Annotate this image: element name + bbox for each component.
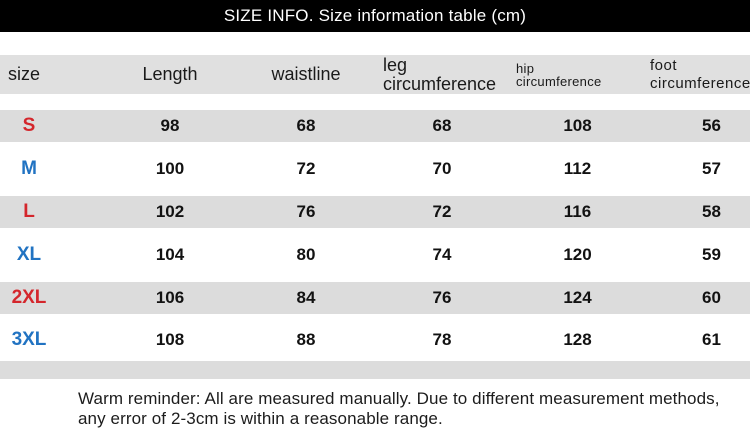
length-value: 106 xyxy=(155,288,185,307)
column-header-leg-circumference: leg circumference xyxy=(374,55,510,94)
size-cell: M xyxy=(0,147,102,190)
length-value: 98 xyxy=(160,116,180,135)
foot-circumference-value: 57 xyxy=(702,158,721,178)
foot-circumference-value: 61 xyxy=(702,330,721,349)
table-row-m: M 100 72 70 112 57 xyxy=(0,147,750,190)
length-value: 100 xyxy=(155,158,185,178)
size-cell: XL xyxy=(0,233,102,276)
table-bottom-strip xyxy=(0,361,750,379)
hip-circumference-value: 120 xyxy=(563,244,592,264)
foot-circumference-value: 56 xyxy=(702,116,721,135)
title-bar: SIZE INFO. Size information table (cm) xyxy=(0,0,750,32)
size-label: 2XL xyxy=(11,287,47,308)
size-cell: 3XL xyxy=(0,319,102,361)
size-cell: S xyxy=(0,110,102,142)
table-row-xl: XL 104 80 74 120 59 xyxy=(0,233,750,276)
waistline-value: 72 xyxy=(296,158,316,178)
column-header-foot-circumference-label: foot circumference xyxy=(650,57,750,92)
leg-circumference-value: 68 xyxy=(432,116,452,135)
waistline-value: 84 xyxy=(296,288,316,307)
table-header-row: size Length waistline leg circumference … xyxy=(0,55,750,94)
size-label: L xyxy=(23,201,35,222)
hip-circumference-value: 108 xyxy=(563,116,592,135)
hip-circumference-value: 116 xyxy=(563,202,592,221)
table-row-s: S 98 68 68 108 56 xyxy=(0,104,750,147)
waistline-value: 76 xyxy=(296,202,316,221)
column-header-leg-circumference-label: leg circumference xyxy=(383,54,497,94)
foot-circumference-value: 60 xyxy=(702,288,721,307)
size-label: 3XL xyxy=(11,329,47,350)
leg-circumference-value: 72 xyxy=(432,202,452,221)
waistline-value: 68 xyxy=(296,116,316,135)
column-header-length: Length xyxy=(142,64,198,85)
size-label: M xyxy=(21,157,37,179)
size-cell: 2XL xyxy=(0,282,102,314)
disclaimer-line-2: any error of 2-3cm is within a reasonabl… xyxy=(78,409,443,428)
disclaimer-line-1: Warm reminder: All are measured manually… xyxy=(78,389,720,408)
leg-circumference-value: 78 xyxy=(432,330,452,349)
waistline-value: 88 xyxy=(296,330,316,349)
length-value: 104 xyxy=(155,244,185,264)
column-header-foot-circumference: foot circumference xyxy=(645,55,750,94)
size-label: XL xyxy=(16,243,42,265)
length-value: 102 xyxy=(155,202,185,221)
measurement-disclaimer: Warm reminder: All are measured manually… xyxy=(78,389,750,429)
hip-circumference-value: 112 xyxy=(563,158,592,178)
foot-circumference-value: 58 xyxy=(702,202,721,221)
hip-circumference-value: 128 xyxy=(563,330,592,349)
hip-circumference-value: 124 xyxy=(563,288,592,307)
size-cell: L xyxy=(0,196,102,228)
column-header-hip-circumference-label: hip circumference xyxy=(516,60,602,89)
table-row-l: L 102 76 72 116 58 xyxy=(0,190,750,233)
length-value: 108 xyxy=(155,330,185,349)
column-header-hip-circumference: hip circumference xyxy=(510,55,645,94)
table-row-2xl: 2XL 106 84 76 124 60 xyxy=(0,276,750,319)
column-header-waistline: waistline xyxy=(271,64,341,85)
leg-circumference-value: 74 xyxy=(432,244,452,264)
leg-circumference-value: 70 xyxy=(432,158,452,178)
waistline-value: 80 xyxy=(296,244,316,264)
table-body: S 98 68 68 108 56 M 100 72 70 112 57 L 1… xyxy=(0,104,750,361)
page-title: SIZE INFO. Size information table (cm) xyxy=(223,6,527,25)
size-label: S xyxy=(22,115,36,136)
column-header-size: size xyxy=(8,64,41,85)
leg-circumference-value: 76 xyxy=(432,288,452,307)
table-row-3xl: 3XL 108 88 78 128 61 xyxy=(0,319,750,361)
foot-circumference-value: 59 xyxy=(702,244,721,264)
